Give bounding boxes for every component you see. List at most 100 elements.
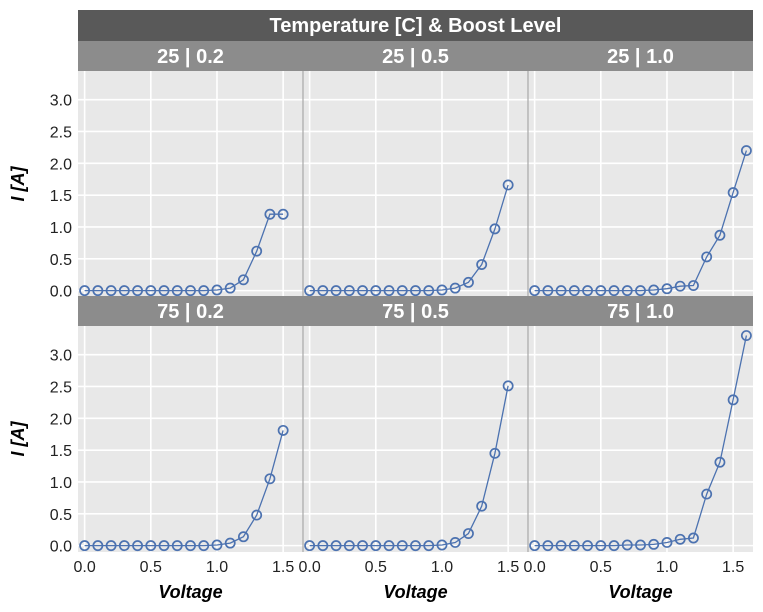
data-point xyxy=(449,282,461,294)
y-tick-label: 1.0 xyxy=(50,220,72,237)
data-point xyxy=(568,285,580,297)
panel: 75 | 0.2 0.0 0.5 1.0 1.5 2.0 2.5 3.0 I [A] 0.0 0.5… xyxy=(8,296,303,602)
data-point xyxy=(132,540,144,552)
data-point xyxy=(330,540,342,552)
data-point xyxy=(555,285,567,297)
y-tick-label: 3.0 xyxy=(50,93,72,110)
data-point xyxy=(701,251,713,263)
facet-strip xyxy=(528,41,753,71)
data-point xyxy=(317,285,329,297)
data-point xyxy=(145,540,157,552)
y-axis-label: I [A] xyxy=(8,421,28,457)
series-line xyxy=(309,184,509,292)
plot-background xyxy=(528,71,753,297)
data-point xyxy=(476,500,488,512)
data-point xyxy=(370,540,382,552)
data-point xyxy=(740,145,752,157)
y-tick-label: 0.0 xyxy=(50,284,72,301)
data-point xyxy=(396,285,408,297)
data-point xyxy=(383,540,395,552)
data-point xyxy=(304,540,316,552)
data-point xyxy=(105,540,117,552)
data-point xyxy=(595,540,607,552)
facet-strip xyxy=(528,296,753,326)
y-tick-label: 0.5 xyxy=(50,252,72,269)
data-point xyxy=(158,540,170,552)
data-point xyxy=(449,537,461,548)
data-point xyxy=(701,488,713,500)
data-point xyxy=(595,285,607,297)
data-point xyxy=(237,531,249,543)
plot-background xyxy=(303,326,528,552)
data-point xyxy=(171,285,183,297)
x-axis-label: Voltage xyxy=(158,582,222,602)
data-point xyxy=(648,284,660,296)
data-point xyxy=(185,285,196,297)
data-point xyxy=(529,540,541,552)
x-tick-label: 1.5 xyxy=(272,559,294,576)
data-point xyxy=(476,259,488,270)
data-point xyxy=(198,285,210,297)
data-point xyxy=(277,424,289,436)
y-tick-label: 2.0 xyxy=(50,411,72,428)
data-point xyxy=(211,539,223,551)
data-point xyxy=(462,276,474,288)
y-tick-label: 2.5 xyxy=(50,124,72,141)
x-axis-label: Voltage xyxy=(608,582,672,602)
plot-background xyxy=(78,71,303,297)
series-line xyxy=(309,385,509,547)
data-point xyxy=(687,532,699,544)
data-point xyxy=(436,284,448,296)
data-point xyxy=(198,540,210,552)
data-point xyxy=(251,509,263,521)
data-point xyxy=(674,280,686,292)
data-point xyxy=(740,330,752,341)
panel: 25 | 1.0 xyxy=(527,41,753,297)
facet-label: 25 | 0.5 xyxy=(382,46,449,68)
x-tick-label: 1.0 xyxy=(656,559,678,576)
data-point xyxy=(502,380,514,392)
x-tick-label: 0.0 xyxy=(523,559,545,576)
facet-strip xyxy=(78,296,303,326)
data-point xyxy=(92,540,104,552)
x-tick-label: 1.5 xyxy=(722,559,744,576)
data-point xyxy=(635,539,646,551)
data-point xyxy=(489,447,501,459)
plot-background xyxy=(303,71,528,297)
data-point xyxy=(370,285,382,297)
facet-label: 75 | 0.5 xyxy=(382,301,449,323)
x-axis-label: Voltage xyxy=(383,582,447,602)
data-point xyxy=(542,540,554,552)
y-tick-label: 0.0 xyxy=(50,539,72,556)
x-tick-label: 1.0 xyxy=(206,559,228,576)
data-point xyxy=(727,187,739,199)
panel: 75 | 0.5 0.0 0.5 1.0 1.5 Voltage xyxy=(298,296,528,602)
chart-title: Temperature [C] & Boost Level xyxy=(270,15,562,37)
data-point xyxy=(410,285,421,297)
x-tick-label: 0.0 xyxy=(73,559,95,576)
data-point xyxy=(343,285,355,297)
data-point xyxy=(264,473,276,485)
data-point xyxy=(118,540,130,552)
data-point xyxy=(529,285,541,297)
x-tick-label: 1.0 xyxy=(431,559,453,576)
y-tick-label: 1.0 xyxy=(50,475,72,492)
data-point xyxy=(158,285,170,297)
x-tick-label: 0.5 xyxy=(140,559,162,576)
data-point xyxy=(383,285,395,297)
data-point xyxy=(423,285,435,297)
facet-label: 25 | 1.0 xyxy=(607,46,674,68)
data-point xyxy=(462,528,474,539)
data-point xyxy=(357,285,369,297)
data-point xyxy=(423,540,435,552)
y-tick-label: 3.0 xyxy=(50,348,72,365)
y-tick-label: 2.0 xyxy=(50,156,72,173)
y-tick-label: 1.5 xyxy=(50,188,72,205)
data-point xyxy=(105,285,117,297)
facet-strip xyxy=(303,41,528,71)
y-axis-label: I [A] xyxy=(8,166,28,202)
data-point xyxy=(211,284,223,296)
series-line xyxy=(84,430,284,547)
facet-strip xyxy=(303,296,528,326)
